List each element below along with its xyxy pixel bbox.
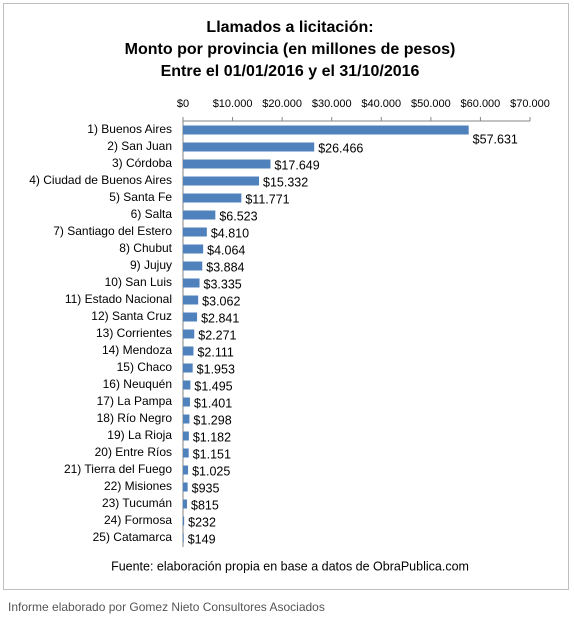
category-label: 12) Santa Cruz xyxy=(91,309,172,323)
bar xyxy=(183,516,185,526)
category-label: 21) Tierra del Fuego xyxy=(64,462,172,476)
value-label: $1.495 xyxy=(194,379,232,393)
value-label: $2.841 xyxy=(201,311,239,325)
value-label: $15.332 xyxy=(263,175,308,189)
bar xyxy=(183,499,188,509)
x-tick-label: $60.000 xyxy=(461,98,501,110)
value-label: $232 xyxy=(188,515,216,529)
value-label: $1.298 xyxy=(193,413,231,427)
x-tick-label: $30.000 xyxy=(312,98,352,110)
category-label: 17) La Pampa xyxy=(97,394,173,408)
bar xyxy=(183,278,200,288)
x-tick-label: $20.000 xyxy=(262,98,302,110)
bar xyxy=(183,482,188,492)
bar xyxy=(183,244,204,254)
value-label: $57.631 xyxy=(473,132,518,146)
category-label: 19) La Rioja xyxy=(107,428,172,442)
bar xyxy=(183,380,191,390)
bar xyxy=(183,448,189,458)
value-label: $1.182 xyxy=(193,430,231,444)
category-label: 18) Río Negro xyxy=(97,411,173,425)
category-label: 1) Buenos Aires xyxy=(87,122,172,136)
category-label: 15) Chaco xyxy=(117,360,173,374)
value-label: $1.151 xyxy=(193,447,231,461)
bar xyxy=(183,125,469,135)
category-label: 4) Ciudad de Buenos Aires xyxy=(29,173,172,187)
bar xyxy=(183,533,184,543)
bar xyxy=(183,312,198,322)
value-label: $815 xyxy=(191,498,219,512)
category-label: 16) Neuquén xyxy=(103,377,172,391)
category-label: 7) Santiago del Estero xyxy=(53,224,172,238)
value-label: $3.335 xyxy=(204,277,242,291)
category-label: 23) Tucumán xyxy=(102,496,172,510)
category-label: 6) Salta xyxy=(131,207,173,221)
chart-title: Llamados a licitación: xyxy=(206,19,373,36)
x-tick-label: $0 xyxy=(177,98,189,110)
category-label: 20) Entre Ríos xyxy=(95,445,172,459)
category-label: 8) Chubut xyxy=(119,241,172,255)
value-label: $1.401 xyxy=(194,396,232,410)
value-label: $4.064 xyxy=(207,243,245,257)
bar xyxy=(183,329,195,339)
caption: Informe elaborado por Gomez Nieto Consul… xyxy=(8,600,325,614)
bar xyxy=(183,295,199,305)
value-label: $1.953 xyxy=(197,362,235,376)
bar xyxy=(183,261,203,271)
category-label: 25) Catamarca xyxy=(93,530,173,544)
value-label: $2.271 xyxy=(198,328,236,342)
value-label: $17.649 xyxy=(274,158,319,172)
value-label: $935 xyxy=(192,481,220,495)
value-label: $6.523 xyxy=(219,209,257,223)
category-label: 2) San Juan xyxy=(107,139,172,153)
bar xyxy=(183,397,190,407)
value-label: $4.810 xyxy=(211,226,249,240)
chart: Fuente: elaboración propia en base a dat… xyxy=(3,3,569,590)
x-tick-label: $70.000 xyxy=(510,98,550,110)
category-label: 24) Formosa xyxy=(104,513,172,527)
category-label: 5) Santa Fe xyxy=(109,190,172,204)
category-label: 13) Corrientes xyxy=(96,326,172,340)
value-label: $11.771 xyxy=(245,192,289,206)
bar xyxy=(183,414,190,424)
chart-title: Monto por provincia (en millones de peso… xyxy=(125,41,456,58)
bar xyxy=(183,227,207,237)
bar xyxy=(183,465,189,475)
x-tick-label: $50.000 xyxy=(411,98,451,110)
chart-title: Entre el 01/01/2016 y el 31/10/2016 xyxy=(161,63,420,80)
value-label: $3.062 xyxy=(202,294,240,308)
bar xyxy=(183,363,193,373)
category-label: 10) San Luis xyxy=(105,275,172,289)
value-label: $1.025 xyxy=(192,464,230,478)
x-tick-label: $10.000 xyxy=(213,98,253,110)
chart-frame xyxy=(3,3,569,590)
value-label: $26.466 xyxy=(318,141,363,155)
bar xyxy=(183,193,242,203)
category-label: 3) Córdoba xyxy=(112,156,172,170)
bar xyxy=(183,142,315,152)
value-label: $3.884 xyxy=(206,260,244,274)
x-tick-label: $40.000 xyxy=(361,98,401,110)
category-label: 9) Jujuy xyxy=(130,258,172,272)
bar xyxy=(183,176,260,186)
category-label: 22) Misiones xyxy=(104,479,172,493)
bar xyxy=(183,346,194,356)
value-label: $2.111 xyxy=(197,345,233,359)
bar xyxy=(183,159,271,169)
category-label: 11) Estado Nacional xyxy=(65,292,172,306)
source-note: Fuente: elaboración propia en base a dat… xyxy=(111,559,469,573)
bar xyxy=(183,210,216,220)
value-label: $149 xyxy=(188,532,216,546)
bar xyxy=(183,431,189,441)
category-label: 14) Mendoza xyxy=(102,343,172,357)
